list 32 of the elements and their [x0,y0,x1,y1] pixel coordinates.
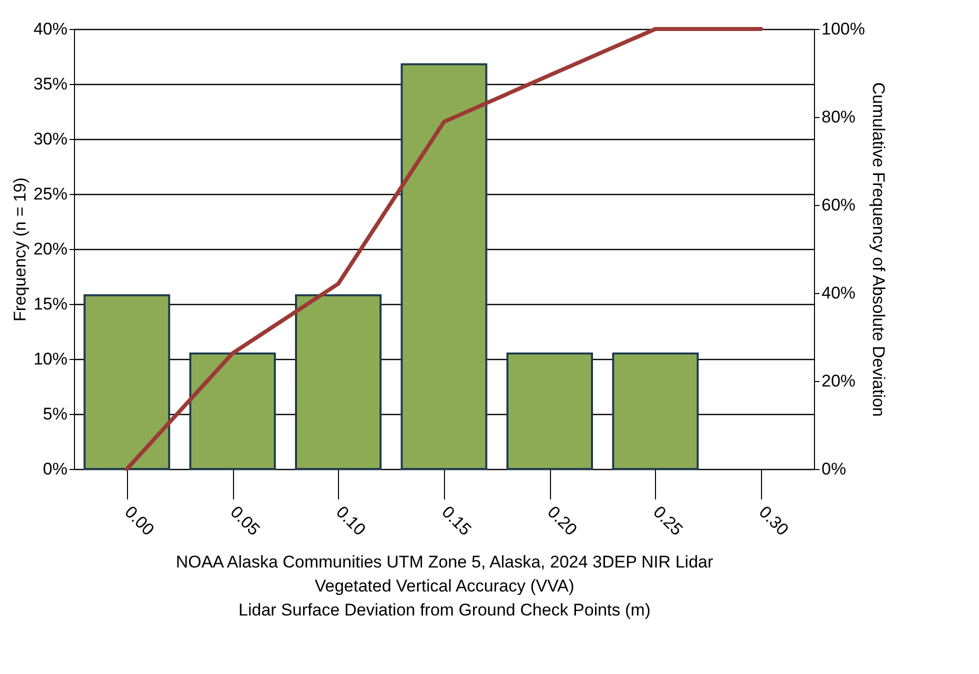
bar [506,352,593,470]
x-tick-label: 0.30 [755,502,792,540]
y-tick-label: 15% [33,294,68,314]
y-tick-label: 0% [42,460,68,478]
bar [295,294,382,470]
y-tick-label: 20% [33,240,68,258]
bar [400,63,488,470]
bar [612,352,699,470]
x-axis-title: NOAA Alaska Communities UTM Zone 5, Alaska, 2024 3DEP NIR Lidar Vegetated Vertical Accuracy (VVA) Lidar Surface Deviation from Ground Check Points (m) [176,552,714,620]
y-axis-title: Frequency (n = 19) [10,177,30,322]
y2-tick-label: 60% [822,196,856,214]
x-tick-label: 0.15 [438,502,475,540]
y-tick-label: 5% [42,404,68,424]
x-tick-label: 0.20 [544,502,581,540]
y-tick-label: 35% [33,74,68,94]
y2-tick-label: 20% [822,372,856,390]
y2-axis-title: Cumulative Frequency of Absolute Deviation [868,82,888,417]
y-tick-label: 30% [33,130,68,148]
y2-tick-label: 100% [822,20,865,38]
x-tick-label: 0.10 [332,502,370,540]
bar [189,352,276,470]
line-series [124,27,764,471]
y2-tick-label: 0% [822,460,846,478]
x-tick-label: 0.25 [650,502,686,540]
y-tick-label: 10% [33,350,68,368]
x-tick-label: 0.05 [226,502,264,540]
y2-tick-label: 40% [822,284,856,302]
y2-tick-label: 80% [822,108,856,126]
y-tick-label: 25% [33,184,68,204]
y-tick-label: 40% [33,20,68,38]
x-tick-label: 0.00 [120,502,158,540]
bar [84,294,170,470]
